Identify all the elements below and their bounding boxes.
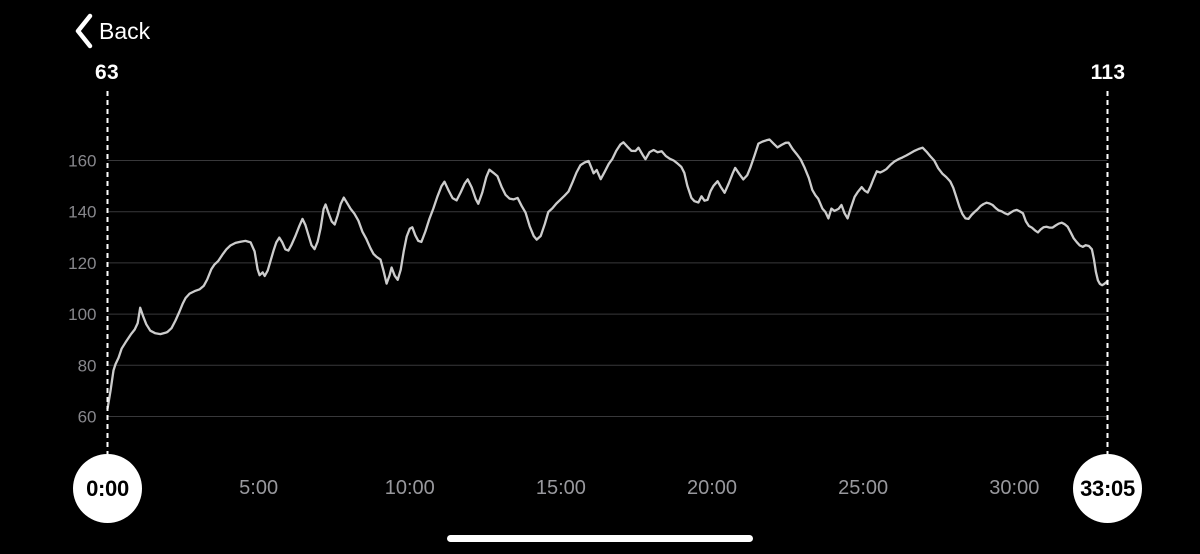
heart-rate-line — [106, 138, 1109, 410]
selection-end-time: 33:05 — [1080, 475, 1135, 501]
x-axis-label: 25:00 — [838, 477, 889, 499]
y-axis-label: 80 — [78, 356, 97, 375]
y-axis-label: 100 — [68, 305, 96, 324]
selection-start-time: 0:00 — [86, 475, 129, 501]
x-axis-label: 10:00 — [384, 477, 435, 499]
x-axis-label: 30:00 — [989, 477, 1040, 499]
chevron-left-icon — [75, 13, 93, 49]
y-axis-label: 120 — [68, 254, 96, 273]
y-axis-label: 60 — [78, 408, 97, 427]
y-axis-label: 160 — [68, 152, 96, 171]
x-axis-label: 20:00 — [687, 477, 738, 499]
selection-end-handle[interactable]: 33:05 — [1073, 454, 1142, 523]
selection-start-handle[interactable]: 0:00 — [73, 454, 142, 523]
back-button[interactable]: Back — [74, 12, 150, 50]
y-axis-label: 140 — [68, 203, 96, 222]
x-axis-label: 15:00 — [535, 477, 586, 499]
x-axis: 5:00 10:00 15:00 20:00 25:00 30:00 — [0, 477, 1200, 501]
selection-end-value: 113 — [1090, 61, 1126, 84]
back-label: Back — [99, 18, 151, 44]
selection-start-value: 63 — [95, 61, 119, 84]
home-indicator[interactable] — [447, 535, 753, 542]
x-axis-label: 5:00 — [239, 477, 279, 499]
